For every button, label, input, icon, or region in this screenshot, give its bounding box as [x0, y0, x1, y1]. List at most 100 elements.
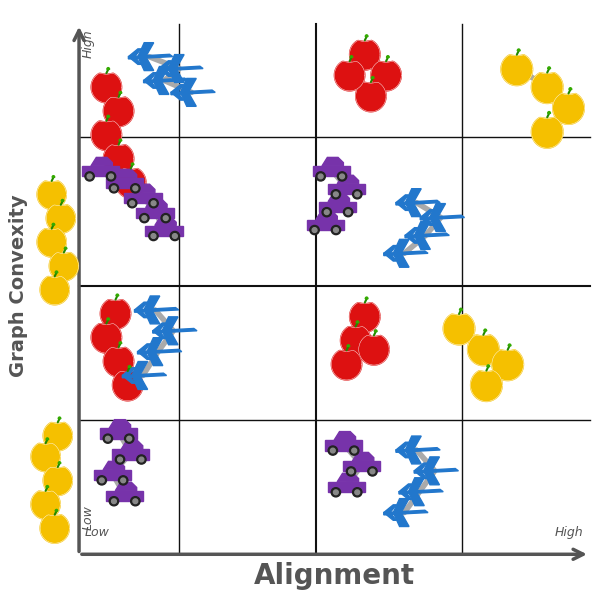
- Polygon shape: [396, 450, 409, 458]
- Polygon shape: [40, 277, 69, 305]
- Polygon shape: [55, 271, 58, 273]
- Polygon shape: [531, 117, 563, 148]
- Polygon shape: [406, 436, 421, 450]
- Polygon shape: [405, 228, 418, 235]
- Polygon shape: [328, 193, 350, 201]
- Circle shape: [350, 446, 359, 455]
- Circle shape: [353, 190, 362, 199]
- Polygon shape: [46, 205, 75, 233]
- Polygon shape: [49, 253, 78, 281]
- Polygon shape: [409, 492, 424, 505]
- Polygon shape: [153, 331, 165, 339]
- Polygon shape: [171, 90, 215, 95]
- Polygon shape: [58, 417, 61, 419]
- Polygon shape: [153, 323, 165, 331]
- Polygon shape: [128, 54, 173, 59]
- Polygon shape: [399, 484, 412, 492]
- Polygon shape: [91, 157, 112, 166]
- Polygon shape: [134, 302, 147, 310]
- Polygon shape: [399, 492, 412, 499]
- Circle shape: [331, 225, 340, 235]
- Polygon shape: [313, 166, 350, 176]
- Circle shape: [131, 184, 140, 193]
- Circle shape: [133, 499, 138, 504]
- Polygon shape: [181, 92, 196, 106]
- Polygon shape: [414, 471, 427, 479]
- Polygon shape: [37, 181, 66, 209]
- Polygon shape: [443, 314, 475, 345]
- Polygon shape: [159, 69, 171, 76]
- Polygon shape: [159, 61, 171, 69]
- Polygon shape: [122, 373, 167, 378]
- Polygon shape: [107, 67, 109, 69]
- Polygon shape: [137, 344, 150, 352]
- Polygon shape: [347, 344, 350, 346]
- Circle shape: [106, 172, 116, 181]
- Polygon shape: [334, 61, 365, 91]
- Polygon shape: [406, 189, 421, 203]
- Polygon shape: [420, 215, 465, 220]
- Polygon shape: [492, 350, 523, 381]
- Polygon shape: [155, 217, 176, 225]
- Polygon shape: [484, 329, 486, 331]
- Circle shape: [333, 192, 338, 197]
- Polygon shape: [144, 310, 160, 324]
- Circle shape: [161, 213, 170, 223]
- Circle shape: [130, 201, 134, 206]
- Polygon shape: [58, 462, 61, 464]
- Polygon shape: [424, 471, 440, 485]
- Circle shape: [331, 190, 340, 199]
- Polygon shape: [517, 49, 520, 51]
- Circle shape: [85, 172, 94, 181]
- Circle shape: [328, 446, 337, 455]
- Text: Low: Low: [82, 505, 95, 530]
- Polygon shape: [396, 203, 409, 210]
- Polygon shape: [103, 97, 134, 126]
- Circle shape: [140, 213, 149, 223]
- Polygon shape: [337, 473, 359, 482]
- Polygon shape: [100, 428, 137, 439]
- Polygon shape: [103, 347, 134, 377]
- Polygon shape: [124, 193, 162, 203]
- Circle shape: [344, 207, 353, 217]
- Polygon shape: [396, 448, 440, 452]
- Polygon shape: [371, 61, 401, 91]
- Polygon shape: [334, 432, 356, 440]
- Polygon shape: [414, 468, 458, 473]
- Polygon shape: [553, 94, 584, 125]
- Polygon shape: [393, 499, 409, 513]
- Polygon shape: [128, 57, 141, 64]
- Circle shape: [149, 198, 158, 208]
- Polygon shape: [112, 449, 150, 460]
- Circle shape: [346, 210, 351, 215]
- Polygon shape: [350, 41, 380, 70]
- Circle shape: [355, 490, 360, 495]
- Circle shape: [109, 184, 119, 193]
- Polygon shape: [100, 300, 131, 329]
- Circle shape: [340, 174, 345, 179]
- Polygon shape: [501, 55, 533, 86]
- Polygon shape: [91, 324, 122, 353]
- Circle shape: [116, 455, 125, 464]
- Circle shape: [87, 174, 92, 179]
- Polygon shape: [37, 229, 66, 257]
- Polygon shape: [136, 207, 174, 218]
- Polygon shape: [116, 294, 119, 296]
- Polygon shape: [138, 57, 154, 70]
- Polygon shape: [168, 69, 184, 82]
- Polygon shape: [46, 486, 49, 488]
- Polygon shape: [531, 73, 563, 104]
- Polygon shape: [171, 92, 184, 100]
- Polygon shape: [147, 352, 163, 365]
- Text: Alignment: Alignment: [254, 562, 415, 590]
- Circle shape: [125, 434, 134, 443]
- Polygon shape: [325, 440, 362, 451]
- Polygon shape: [153, 328, 197, 333]
- Polygon shape: [365, 297, 368, 299]
- Polygon shape: [46, 438, 49, 440]
- Polygon shape: [387, 55, 389, 57]
- Polygon shape: [134, 308, 179, 312]
- Polygon shape: [350, 55, 353, 57]
- Circle shape: [105, 436, 110, 441]
- Circle shape: [347, 467, 356, 476]
